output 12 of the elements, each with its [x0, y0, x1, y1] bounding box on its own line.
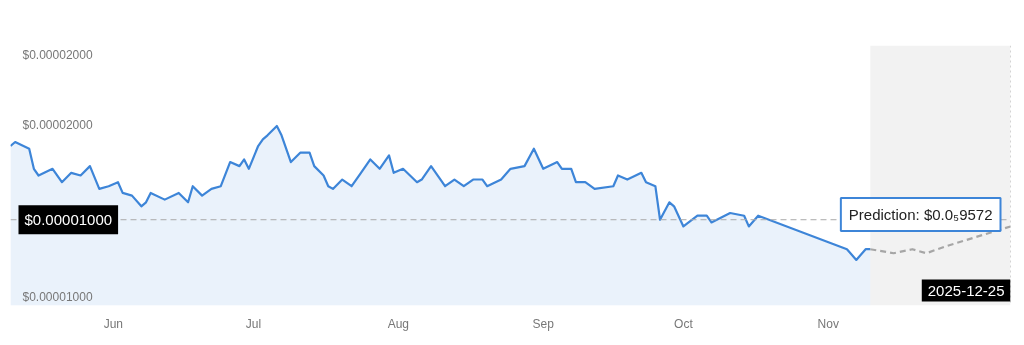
x-tick-label: Nov [817, 316, 839, 331]
annotation: Prediction: $0.0₅9572 [848, 205, 993, 223]
x-tick-label: Aug [387, 316, 410, 331]
x-tick-label: Jul [245, 316, 262, 331]
annotation: $0.00001000 [24, 211, 113, 229]
ref-line-label: 2025-12-25 [927, 281, 1005, 299]
x-tick-label: Jun [103, 316, 123, 331]
x-tick-label: Oct [674, 316, 694, 331]
annotation: $0.00002000 [22, 117, 93, 132]
text: $0.00002000 [22, 47, 93, 62]
text: $0.00001000 [22, 289, 93, 304]
x-tick-label: Sep [532, 316, 555, 331]
